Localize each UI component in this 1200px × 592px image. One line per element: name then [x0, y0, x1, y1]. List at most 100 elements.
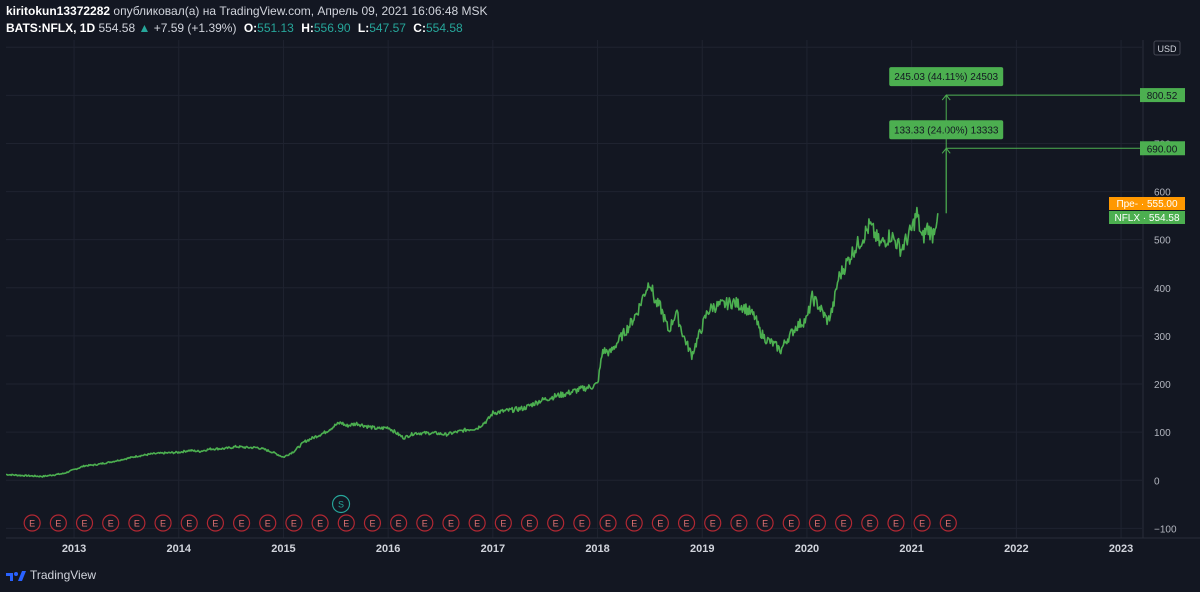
earnings-marker	[206, 514, 225, 532]
earnings-marker	[494, 514, 512, 532]
earnings-marker-label: E	[526, 519, 532, 529]
earnings-marker-label: E	[684, 519, 690, 529]
x-tick-label: 2017	[481, 543, 505, 555]
earnings-marker	[390, 514, 408, 532]
earnings-marker	[704, 514, 722, 532]
earnings-marker	[285, 514, 303, 532]
x-tick-label: 2020	[795, 543, 819, 555]
earnings-marker	[651, 514, 669, 532]
earnings-marker-label: E	[579, 519, 585, 529]
earnings-marker-label: E	[160, 519, 166, 529]
y-tick-label: 0	[1154, 476, 1160, 487]
earnings-marker	[887, 514, 905, 532]
earnings-marker-label: E	[841, 519, 847, 529]
earnings-marker	[49, 514, 67, 532]
earnings-marker-label: E	[108, 519, 114, 529]
earnings-marker	[75, 514, 94, 532]
low-value: 547.57	[369, 21, 406, 35]
earnings-marker-label: E	[474, 519, 480, 529]
earnings-marker-label: E	[500, 519, 506, 529]
earnings-marker-label: E	[239, 519, 245, 529]
earnings-marker-label: E	[814, 519, 820, 529]
price-change: +7.59 (+1.39%)	[153, 21, 237, 35]
chart-header: kiritokun13372282 опубликовал(а) на Trad…	[6, 3, 1106, 37]
x-tick-label: 2022	[1004, 543, 1028, 555]
earnings-marker-label: E	[893, 519, 899, 529]
earnings-marker-label: E	[369, 519, 375, 529]
earnings-marker	[468, 514, 486, 532]
earnings-marker-label: E	[186, 519, 192, 529]
x-tick-label: 2016	[376, 543, 400, 555]
earnings-marker-label: E	[396, 519, 402, 529]
price-chart[interactable]: 2013 2014 2015 2016 2017 2018 2019 2020 2021 2022…	[0, 0, 1200, 563]
x-tick-label: 2014	[167, 543, 192, 555]
earnings-marker-label: E	[919, 519, 925, 529]
currency-badge	[1153, 40, 1181, 56]
earnings-marker	[232, 514, 251, 532]
symbol-title[interactable]: BATS:NFLX, 1D	[6, 21, 96, 35]
y-tick-label: −100	[1154, 524, 1177, 535]
earnings-marker	[311, 514, 329, 532]
target-price-tag	[1140, 141, 1185, 156]
earnings-marker-label: E	[736, 519, 742, 529]
earnings-marker-label: E	[29, 519, 35, 529]
last-price: 554.58	[98, 21, 136, 35]
premarket-price-label: Пре- · 555.00	[1116, 199, 1178, 210]
earnings-marker	[442, 514, 460, 532]
earnings-marker	[835, 514, 853, 532]
last-price-label: NFLX · 554.58	[1114, 213, 1179, 224]
projection-arrow-icon	[941, 94, 951, 101]
y-tick-label: 200	[1154, 380, 1171, 391]
nflx-price-line	[6, 206, 939, 478]
earnings-marker-label: E	[291, 519, 297, 529]
target-price-tag	[1140, 88, 1185, 103]
close-label: C:	[413, 21, 426, 35]
currency-label: USD	[1157, 44, 1177, 54]
x-tick-label: 2018	[585, 543, 609, 555]
earnings-marker	[337, 514, 355, 532]
earnings-marker	[913, 514, 931, 532]
earnings-marker-label: E	[762, 519, 768, 529]
author-name[interactable]: kiritokun13372282	[6, 4, 111, 18]
y-tick-label: 300	[1154, 332, 1171, 343]
earnings-marker	[730, 514, 748, 532]
tradingview-logo[interactable]: TradingView	[6, 568, 96, 582]
last-price-tag	[1109, 211, 1185, 224]
high-value: 556.90	[313, 21, 351, 35]
projection-info-box	[889, 67, 1004, 87]
earnings-marker	[677, 514, 696, 532]
earnings-marker	[599, 514, 617, 532]
y-tick-label: 500	[1154, 236, 1171, 247]
open-value: 551.13	[257, 21, 294, 35]
earnings-marker	[259, 514, 277, 532]
y-tick-label: 100	[1154, 428, 1171, 439]
earnings-marker-label: E	[631, 519, 637, 529]
earnings-marker	[128, 514, 146, 532]
earnings-marker-label: E	[605, 519, 611, 529]
earnings-marker-label: E	[553, 519, 559, 529]
earnings-marker	[625, 514, 643, 532]
earnings-marker	[180, 514, 198, 532]
earnings-marker-label: E	[867, 519, 873, 529]
split-marker-label: S	[338, 500, 344, 510]
published-text: опубликовал(а) на TradingView.com, Апрел…	[113, 4, 488, 18]
x-tick-label: 2023	[1109, 543, 1133, 555]
x-tick-label: 2021	[899, 543, 923, 555]
earnings-marker-label: E	[422, 519, 428, 529]
close-value: 554.58	[425, 21, 463, 35]
earnings-marker	[154, 514, 172, 532]
earnings-marker-label: E	[657, 519, 663, 529]
tradingview-brand: TradingView	[30, 568, 97, 582]
projection-info-text: 245.03 (44.11%) 24503	[894, 72, 998, 83]
earnings-marker	[756, 514, 774, 532]
ohlc-line: BATS:NFLX, 1D 554.58 ▲ +7.59 (+1.39%) O:…	[6, 20, 1106, 37]
split-marker	[331, 494, 351, 514]
earnings-marker	[939, 514, 957, 532]
earnings-marker	[547, 514, 565, 532]
x-tick-label: 2013	[62, 543, 86, 555]
earnings-marker-label: E	[134, 519, 140, 529]
earnings-marker-label: E	[212, 519, 218, 529]
earnings-marker-label: E	[448, 519, 454, 529]
footer-bar: TradingView	[0, 563, 1200, 592]
premarket-price-tag	[1109, 197, 1185, 210]
